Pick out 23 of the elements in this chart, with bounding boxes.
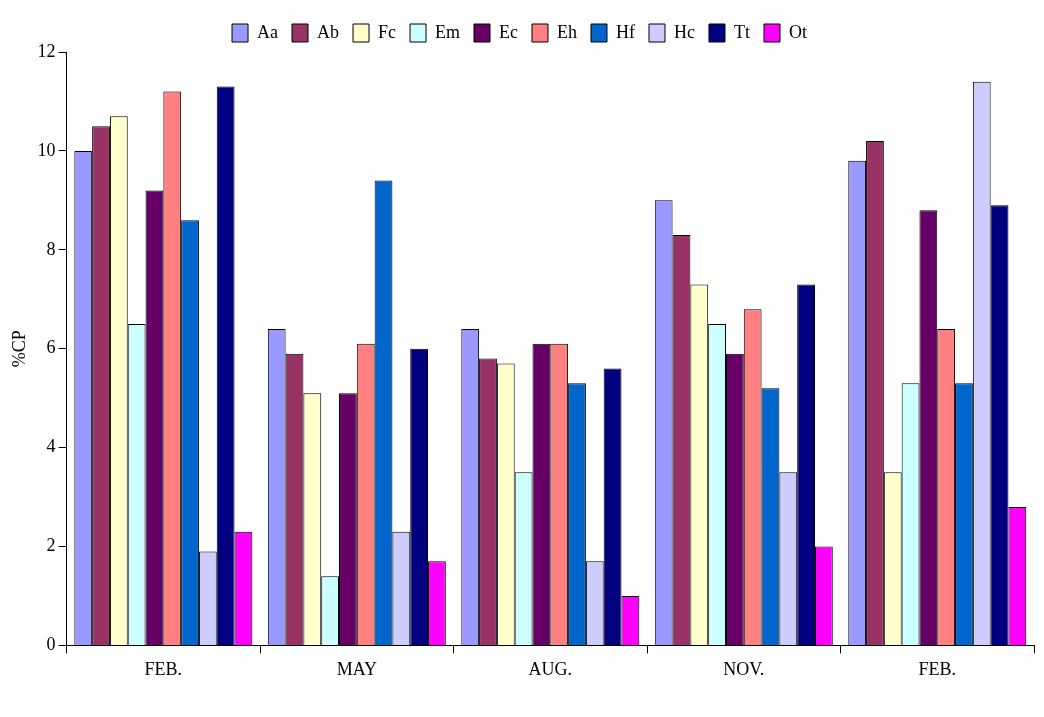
y-tick-label: 6: [46, 337, 56, 358]
x-tick-label: MAY: [336, 658, 377, 679]
y-tick-label: 10: [37, 139, 56, 160]
legend-label: Fc: [378, 21, 397, 42]
x-tick-label: FEB.: [918, 658, 957, 679]
x-tick-label: FEB.: [144, 658, 183, 679]
x-tick-label: AUG.: [528, 658, 573, 679]
y-tick-label: 0: [46, 634, 56, 655]
legend-label: Eh: [557, 21, 577, 42]
y-tick-label: 2: [46, 535, 56, 556]
y-axis-title: %CP: [8, 330, 29, 368]
legend-label: Em: [435, 21, 461, 42]
legend-label: Ec: [499, 21, 519, 42]
y-tick-label: 8: [46, 238, 56, 259]
legend-label: Tt: [733, 21, 750, 42]
legend-label: Ot: [788, 21, 807, 42]
legend-label: Aa: [257, 21, 279, 42]
x-tick-label: NOV.: [723, 658, 765, 679]
legend-label: Hc: [673, 21, 695, 42]
y-tick-label: 12: [37, 40, 56, 61]
legend-label: Ab: [317, 21, 340, 42]
legend-label: Hf: [615, 21, 635, 42]
y-tick-label: 4: [46, 436, 56, 457]
